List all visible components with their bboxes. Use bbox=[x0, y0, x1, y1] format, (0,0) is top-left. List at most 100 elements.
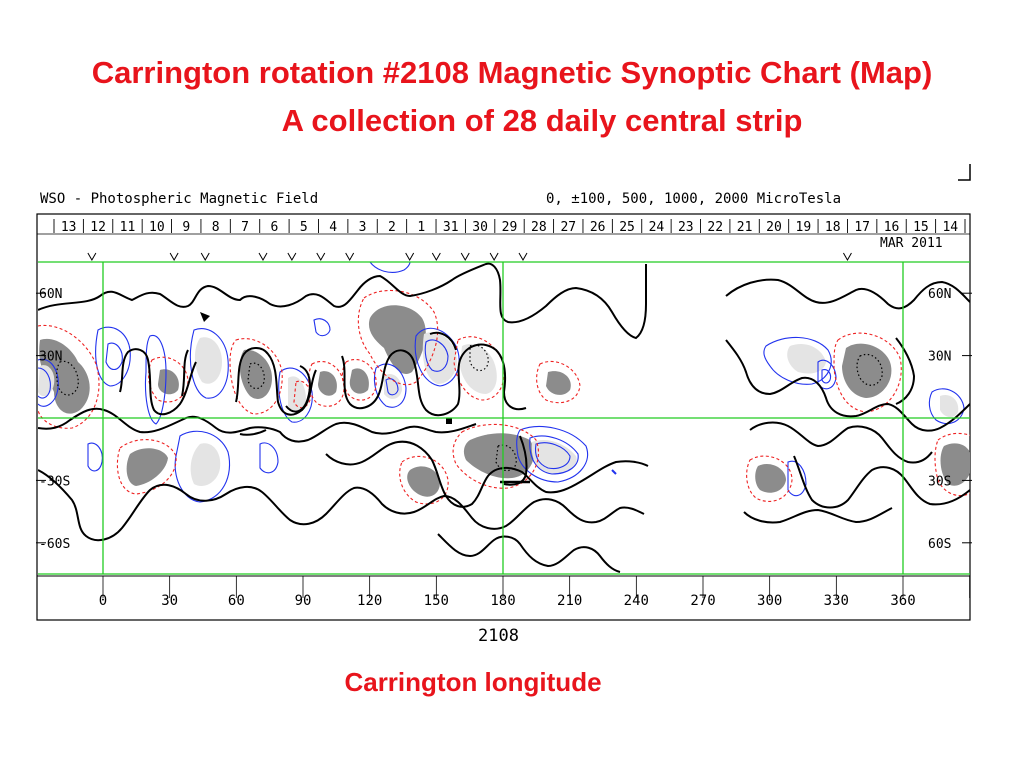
negative-region bbox=[422, 332, 457, 384]
date-label: 28 bbox=[531, 220, 547, 235]
x-tick-label: 210 bbox=[557, 593, 582, 609]
strong-positive-contour bbox=[469, 344, 489, 372]
positive-region bbox=[546, 371, 571, 395]
date-label: 24 bbox=[649, 220, 665, 235]
strong-positive-contour bbox=[56, 360, 79, 396]
neutral-line bbox=[895, 337, 916, 405]
neutral-line bbox=[239, 429, 267, 436]
negative-contour bbox=[516, 426, 588, 483]
positive-region bbox=[407, 466, 440, 497]
negative-contour bbox=[105, 342, 123, 371]
weak-contour bbox=[746, 455, 793, 502]
weak-contour bbox=[229, 338, 283, 415]
negative-contour bbox=[534, 442, 571, 470]
negative-contour bbox=[529, 435, 579, 475]
negative-contour bbox=[144, 334, 167, 425]
chart-title-line-1: Carrington rotation #2108 Magnetic Synop… bbox=[91, 55, 933, 90]
negative-contour bbox=[189, 328, 229, 399]
observation-mark bbox=[258, 252, 268, 262]
positive-region bbox=[940, 443, 970, 486]
date-label: 16 bbox=[884, 220, 900, 235]
observation-mark bbox=[843, 252, 852, 262]
date-label: 18 bbox=[825, 220, 841, 235]
observation-mark bbox=[169, 252, 179, 262]
x-tick-label: 90 bbox=[295, 593, 312, 609]
observation-mark bbox=[287, 252, 297, 262]
negative-contour bbox=[38, 358, 59, 407]
lat-label-left: 30N bbox=[39, 350, 62, 365]
date-axis: 13 12 11 10 9 8 7 6 5 4 3 2 1 31 30 29 28 27 26 25 24 23 22 21 2… bbox=[53, 219, 966, 235]
date-label: 26 bbox=[590, 220, 606, 235]
x-tick-label: 30 bbox=[161, 593, 178, 609]
map-frame bbox=[36, 213, 971, 621]
negative-contour bbox=[87, 442, 103, 472]
neutral-line bbox=[725, 339, 970, 432]
x-tick-label: 330 bbox=[824, 593, 849, 609]
month-label: MAR 2011 bbox=[880, 236, 943, 251]
positive-region bbox=[842, 343, 892, 398]
neutral-line bbox=[503, 435, 528, 486]
weak-contour bbox=[453, 336, 505, 401]
date-label: 31 bbox=[443, 220, 459, 235]
neutral-line bbox=[437, 533, 621, 573]
date-label: 20 bbox=[766, 220, 782, 235]
weak-contour bbox=[357, 289, 439, 386]
corner-mark bbox=[958, 164, 971, 181]
observation-mark bbox=[405, 252, 415, 262]
small-marker bbox=[611, 469, 617, 475]
neutral-line bbox=[749, 421, 933, 464]
x-tick-label: 240 bbox=[624, 593, 649, 609]
weak-contour bbox=[341, 359, 377, 401]
negative-contour bbox=[369, 262, 411, 273]
x-tick-label: 270 bbox=[690, 593, 715, 609]
neutral-line bbox=[285, 365, 311, 413]
negative-contour bbox=[259, 442, 279, 474]
weak-contour bbox=[148, 356, 189, 403]
observation-mark bbox=[87, 252, 97, 262]
x-axis-caption: Carrington longitude bbox=[344, 667, 602, 697]
date-label: 8 bbox=[212, 220, 220, 235]
neutral-line bbox=[793, 455, 970, 509]
neutral-line bbox=[725, 278, 970, 310]
observation-mark bbox=[200, 252, 210, 262]
neutral-line bbox=[429, 331, 457, 351]
observation-mark bbox=[518, 252, 528, 262]
negative-contour bbox=[414, 327, 460, 387]
weak-contour bbox=[38, 324, 100, 429]
positive-region bbox=[463, 433, 534, 479]
neutral-line bbox=[341, 343, 527, 417]
date-label: 15 bbox=[913, 220, 929, 235]
observation-marks bbox=[87, 252, 852, 262]
negative-contour bbox=[821, 369, 832, 384]
date-label: 29 bbox=[502, 220, 518, 235]
x-tick-label: 180 bbox=[490, 593, 515, 609]
positive-region bbox=[318, 371, 337, 396]
date-label: 4 bbox=[329, 220, 337, 235]
date-label: 11 bbox=[120, 220, 136, 235]
observation-mark bbox=[460, 252, 470, 262]
lat-label-right: 30N bbox=[928, 350, 951, 365]
negative-region bbox=[194, 337, 222, 384]
positive-region bbox=[158, 369, 179, 395]
date-label: 7 bbox=[241, 220, 249, 235]
negative-region bbox=[190, 443, 221, 487]
date-label: 22 bbox=[707, 220, 723, 235]
x-tick-label: 0 bbox=[99, 593, 107, 609]
coordinate-grid bbox=[38, 261, 970, 575]
weak-contour bbox=[399, 455, 449, 505]
negative-contour bbox=[385, 378, 399, 396]
neutral-line bbox=[38, 262, 647, 340]
neutral-line bbox=[181, 349, 189, 397]
date-label: 1 bbox=[417, 220, 425, 235]
chart-title-line-2: A collection of 28 daily central strip bbox=[281, 103, 803, 138]
negative-contour bbox=[763, 336, 832, 385]
negative-contour bbox=[38, 367, 51, 399]
weak-contour bbox=[293, 380, 311, 409]
negative-contour bbox=[424, 339, 449, 372]
map-header: WSO - Photospheric Magnetic Field bbox=[40, 191, 318, 207]
date-label: 14 bbox=[942, 220, 958, 235]
x-tick-label: 360 bbox=[890, 593, 915, 609]
date-label: 21 bbox=[737, 220, 753, 235]
date-label: 17 bbox=[854, 220, 870, 235]
neutral-line bbox=[325, 440, 649, 508]
